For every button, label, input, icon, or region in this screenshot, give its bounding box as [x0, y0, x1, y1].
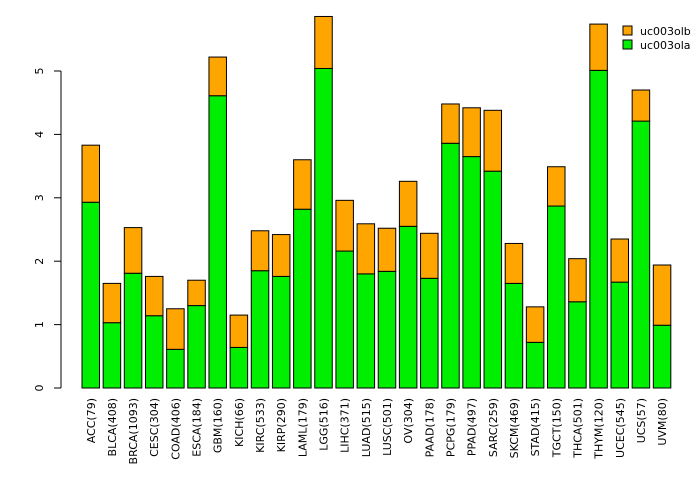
bar-uc003ola	[123, 272, 143, 389]
bar-uc003olb	[525, 306, 545, 343]
x-tick-label: UCS(57)	[635, 398, 648, 443]
bar-uc003olb	[166, 308, 185, 350]
x-tick-label: KICH(66)	[233, 398, 246, 447]
bar-uc003olb	[420, 232, 439, 279]
y-tick-label: 2	[33, 258, 46, 265]
bar-uc003ola	[398, 225, 418, 389]
bar-uc003olb	[271, 234, 291, 277]
bar-uc003olb	[568, 258, 587, 303]
legend: uc003olb uc003ola	[622, 25, 691, 52]
x-tick-label: LAML(179)	[296, 398, 309, 457]
legend-label-uc003olb: uc003olb	[640, 25, 691, 38]
x-tick-label: ACC(79)	[85, 398, 98, 443]
bar-uc003ola	[420, 277, 439, 389]
bar-uc003olb	[314, 15, 333, 69]
bars	[81, 15, 672, 389]
bar-uc003olb	[377, 227, 397, 272]
bar-uc003olb	[589, 23, 608, 71]
bar-uc003olb	[229, 314, 249, 348]
bar-uc003olb	[123, 227, 143, 274]
x-tick-label: THYM(120)	[593, 398, 606, 460]
bar-uc003ola	[166, 348, 185, 389]
x-tick-label: COAD(406)	[169, 398, 182, 460]
x-axis-labels: ACC(79) BLCA(408) BRCA(1093) CESC(304) COAD(…	[85, 398, 669, 464]
x-tick-label: ESCA(184)	[191, 398, 204, 457]
x-tick-label: TGCT(150)	[550, 398, 563, 458]
x-tick-label: LIHC(371)	[339, 398, 352, 453]
x-tick-label: GBM(160)	[212, 398, 225, 453]
bar-uc003ola	[589, 69, 608, 389]
legend-swatch-uc003olb	[622, 25, 633, 36]
bar-uc003ola	[504, 282, 524, 389]
y-tick-label: 5	[33, 68, 46, 75]
bar-uc003ola	[314, 67, 333, 389]
bar-uc003olb	[250, 230, 270, 272]
bar-uc003olb	[610, 238, 629, 283]
x-tick-label: SARC(259)	[487, 398, 500, 457]
bar-uc003ola	[229, 346, 249, 389]
bar-uc003olb	[208, 56, 227, 97]
bar-uc003olb	[144, 275, 164, 317]
y-axis: 0 1 2 3 4 5	[33, 68, 62, 392]
bar-uc003ola	[250, 270, 270, 389]
x-tick-label: UVM(80)	[656, 398, 669, 446]
bar-uc003olb	[293, 159, 312, 210]
bar-uc003olb	[631, 89, 651, 122]
bar-uc003ola	[377, 270, 397, 389]
x-tick-label: LUSC(501)	[381, 398, 394, 456]
x-tick-label: BLCA(408)	[106, 398, 119, 456]
bar-uc003olb	[398, 180, 418, 227]
bar-uc003olb	[652, 264, 672, 326]
bar-uc003ola	[102, 322, 122, 389]
x-tick-label: KIRC(533)	[254, 398, 267, 453]
bar-uc003olb	[504, 242, 524, 284]
x-tick-label: THCA(501)	[571, 398, 584, 459]
x-tick-label: CESC(304)	[148, 398, 161, 457]
y-tick-label: 1	[33, 321, 46, 328]
x-tick-label: OV(304)	[402, 398, 415, 444]
bar-uc003ola	[547, 205, 566, 389]
bar-uc003olb	[462, 107, 481, 158]
x-tick-label: BRCA(1093)	[127, 398, 140, 464]
x-tick-label: KIRP(290)	[275, 398, 288, 452]
x-tick-label: LGG(516)	[318, 398, 331, 451]
bar-uc003ola	[568, 301, 587, 389]
x-tick-label: PCPG(179)	[444, 398, 457, 457]
y-tick-label: 3	[33, 194, 46, 201]
bar-uc003olb	[356, 223, 376, 275]
bar-uc003ola	[356, 273, 376, 389]
x-tick-label: STAD(415)	[529, 398, 542, 456]
bar-uc003ola	[208, 95, 227, 389]
bar-uc003ola	[525, 341, 545, 389]
bar-uc003ola	[81, 201, 100, 389]
bar-uc003olb	[483, 109, 503, 172]
y-tick-label: 0	[33, 385, 46, 392]
bar-uc003olb	[441, 103, 460, 144]
bar-uc003ola	[652, 324, 672, 389]
x-tick-label: PPAD(497)	[466, 398, 479, 456]
bar-uc003ola	[293, 208, 312, 389]
bar-uc003ola	[462, 156, 481, 389]
bar-uc003ola	[187, 305, 206, 389]
legend-label-uc003ola: uc003ola	[640, 39, 691, 52]
x-tick-label: PAAD(178)	[423, 398, 436, 457]
x-tick-label: UCEC(545)	[614, 398, 627, 458]
bar-uc003ola	[335, 250, 354, 389]
x-tick-label: LUAD(515)	[360, 398, 373, 457]
bar-uc003ola	[144, 315, 164, 389]
y-tick-label: 4	[33, 131, 46, 138]
bar-uc003ola	[441, 142, 460, 389]
bar-uc003olb	[335, 199, 354, 252]
bar-uc003olb	[102, 282, 122, 324]
bar-uc003olb	[81, 144, 100, 203]
bar-uc003ola	[610, 281, 629, 389]
x-tick-label: SKCM(469)	[508, 398, 521, 458]
bar-uc003olb	[187, 279, 206, 307]
bar-uc003ola	[271, 275, 291, 389]
legend-swatch-uc003ola	[622, 39, 633, 50]
bar-uc003ola	[631, 120, 651, 389]
bar-uc003ola	[483, 170, 503, 389]
bar-uc003olb	[547, 166, 566, 207]
